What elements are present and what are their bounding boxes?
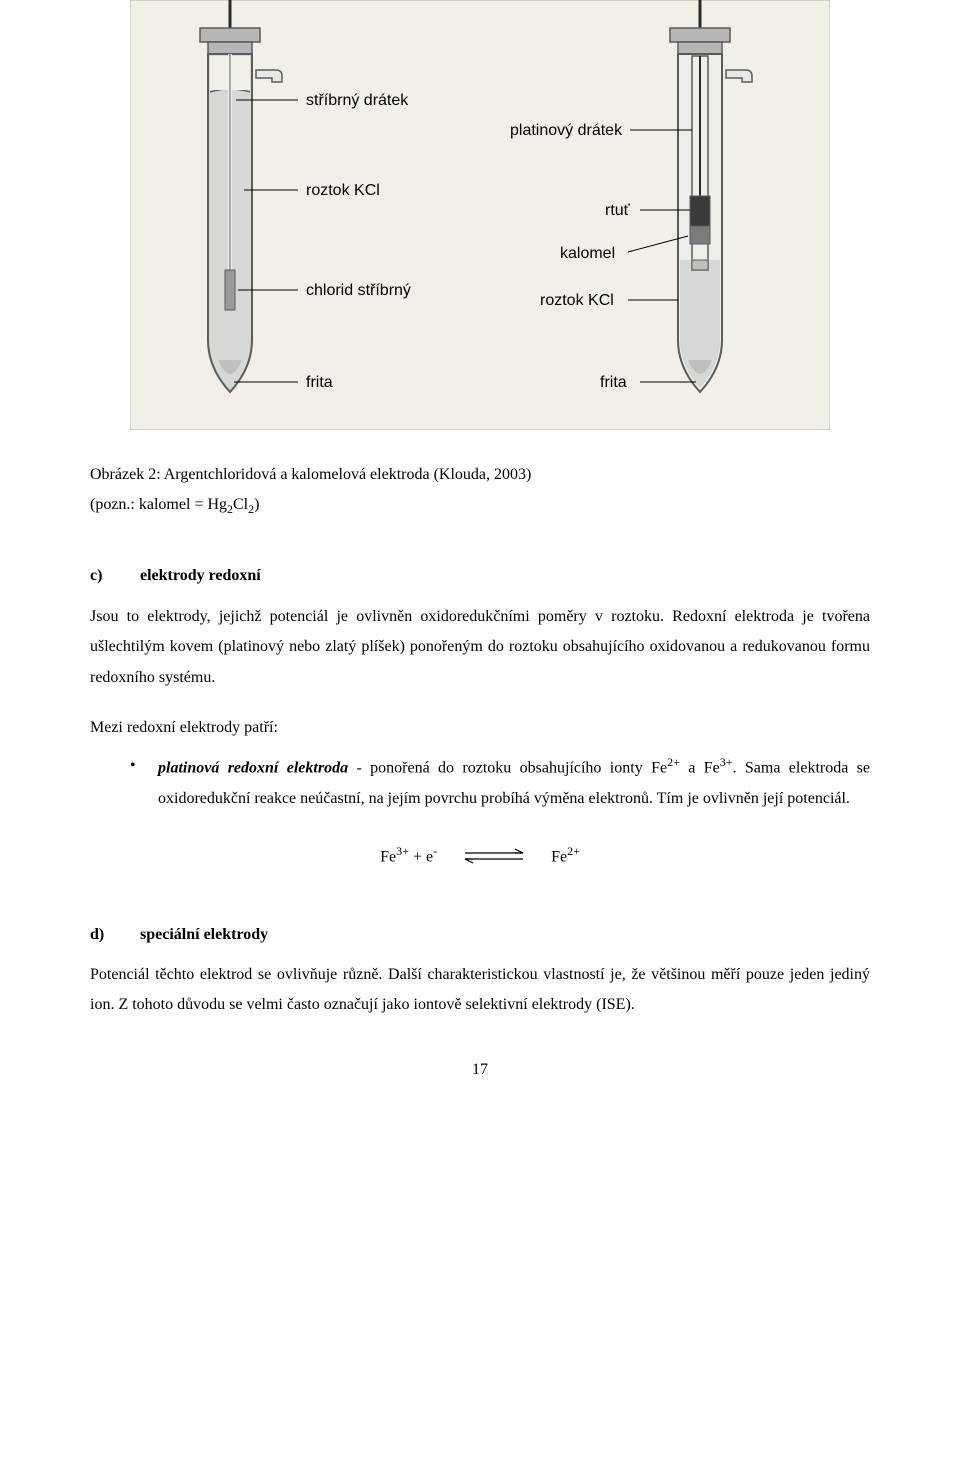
label-right-solution: roztok KCl bbox=[540, 292, 614, 309]
eq-plus: + e bbox=[409, 849, 433, 866]
section-c-title-rest: lektrody redoxní bbox=[147, 567, 261, 584]
section-d-title-rest: peciální elektrody bbox=[146, 926, 268, 943]
section-c-letter: c) bbox=[90, 561, 140, 591]
label-right-wire: platinový drátek bbox=[510, 122, 623, 139]
section-d-title: speciální elektrody bbox=[140, 920, 268, 950]
caption-line2-prefix: (pozn.: kalomel = Hg bbox=[90, 496, 227, 513]
eq-rhs-base: Fe bbox=[551, 849, 567, 866]
eq-e-sup: - bbox=[433, 844, 437, 858]
section-d-letter: d) bbox=[90, 920, 140, 950]
bullet-before-fe2: - ponořená do roztoku obsahujícího ionty… bbox=[348, 760, 667, 777]
page-root: stříbrný drátek roztok KCl chlorid stříb… bbox=[0, 0, 960, 1119]
bullet-mid: a Fe bbox=[680, 760, 720, 777]
section-d-head: d) speciální elektrody bbox=[90, 920, 870, 950]
caption-line2-suffix: ) bbox=[254, 496, 259, 513]
section-c-title: elektrody redoxní bbox=[140, 561, 261, 591]
label-right-frit: frita bbox=[600, 374, 627, 391]
eq-rhs-sup: 2+ bbox=[567, 844, 580, 858]
bullet-fe3-sup: 3+ bbox=[720, 755, 733, 769]
label-left-agcl: chlorid stříbrný bbox=[306, 282, 411, 299]
label-right-mercury: rtuť bbox=[605, 202, 631, 219]
caption-line2-mid: Cl bbox=[233, 496, 248, 513]
section-c-head: c) elektrody redoxní bbox=[90, 561, 870, 591]
electrode-diagram: stříbrný drátek roztok KCl chlorid stříb… bbox=[130, 0, 830, 430]
label-left-solution: roztok KCl bbox=[306, 182, 380, 199]
section-c-para: Jsou to elektrody, jejichž potenciál je … bbox=[90, 602, 870, 693]
page-number: 17 bbox=[90, 1061, 870, 1079]
section-c-list-intro: Mezi redoxní elektrody patří: bbox=[90, 713, 870, 743]
list-item: platinová redoxní elektroda - ponořená d… bbox=[158, 751, 870, 814]
label-right-calomel: kalomel bbox=[560, 245, 615, 262]
eq-lhs-base: Fe bbox=[380, 849, 396, 866]
bullet-fe2-sup: 2+ bbox=[667, 755, 680, 769]
eq-lhs-sup: 3+ bbox=[396, 844, 409, 858]
redox-equation: Fe3+ + e- Fe2+ bbox=[90, 844, 870, 869]
label-left-wire: stříbrný drátek bbox=[306, 92, 409, 109]
figure-caption: Obrázek 2: Argentchloridová a kalomelová… bbox=[90, 460, 870, 521]
section-d-para: Potenciál těchto elektrod se ovlivňuje r… bbox=[90, 960, 870, 1021]
caption-line1: Obrázek 2: Argentchloridová a kalomelová… bbox=[90, 466, 531, 483]
bullet-lead: platinová redoxní elektroda bbox=[158, 760, 348, 777]
label-left-frit: frita bbox=[306, 374, 333, 391]
section-c-list: platinová redoxní elektroda - ponořená d… bbox=[90, 751, 870, 814]
equilibrium-arrow-icon bbox=[459, 847, 529, 870]
